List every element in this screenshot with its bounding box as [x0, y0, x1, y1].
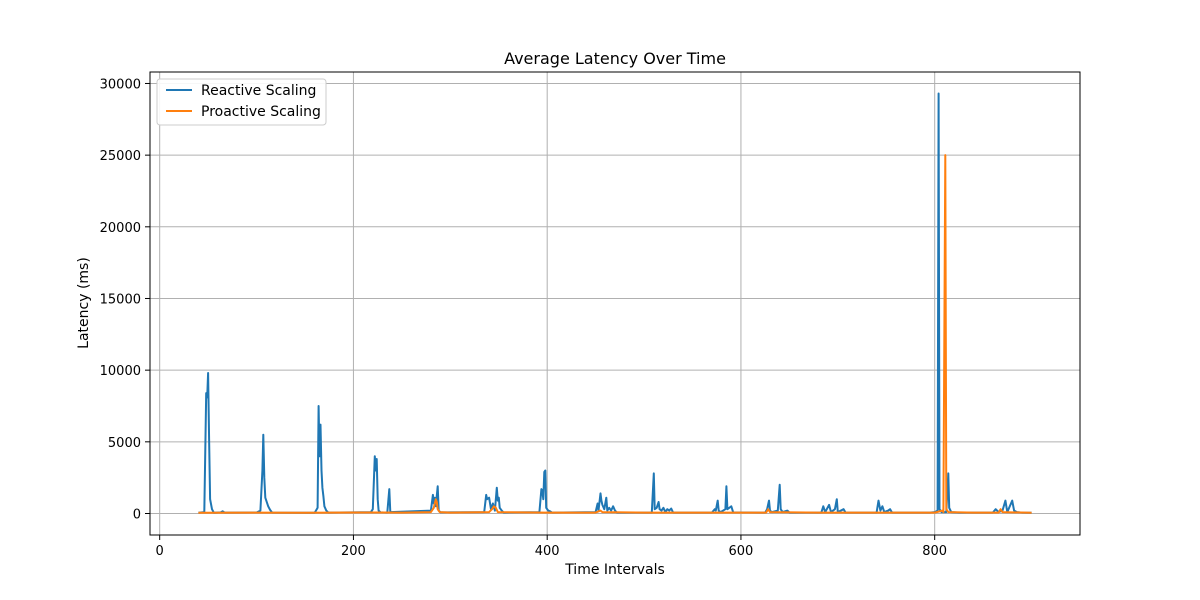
- y-axis-ticks: 0 5000 10000 15000 20000 25000 30000: [100, 77, 150, 522]
- series-lines: [198, 92, 1032, 514]
- x-tick-label: 0: [156, 544, 164, 559]
- y-tick-label: 20000: [100, 221, 141, 236]
- y-tick-label: 25000: [100, 149, 141, 164]
- legend-label-reactive: Reactive Scaling: [201, 83, 316, 99]
- y-tick-label: 0: [133, 507, 141, 522]
- y-tick-label: 30000: [100, 77, 141, 92]
- x-tick-label: 800: [922, 544, 947, 559]
- x-tick-label: 200: [341, 544, 366, 559]
- chart-title: Average Latency Over Time: [504, 49, 726, 68]
- x-axis-ticks: 0 200 400 600 800: [156, 535, 947, 559]
- y-tick-label: 10000: [100, 364, 141, 379]
- legend: Reactive Scaling Proactive Scaling: [156, 78, 327, 126]
- series-line-reactive-scaling: [198, 92, 1032, 514]
- legend-label-proactive: Proactive Scaling: [201, 104, 321, 120]
- x-axis-label: Time Intervals: [564, 562, 665, 578]
- x-tick-label: 400: [535, 544, 560, 559]
- series-line-proactive-scaling: [198, 154, 1032, 514]
- x-tick-label: 600: [729, 544, 754, 559]
- plot-frame: [149, 71, 1081, 536]
- grid-lines: [150, 72, 1080, 535]
- y-tick-label: 5000: [108, 436, 141, 451]
- y-tick-label: 15000: [100, 292, 141, 307]
- legend-box: [156, 78, 327, 126]
- y-axis-label: Latency (ms): [76, 257, 92, 349]
